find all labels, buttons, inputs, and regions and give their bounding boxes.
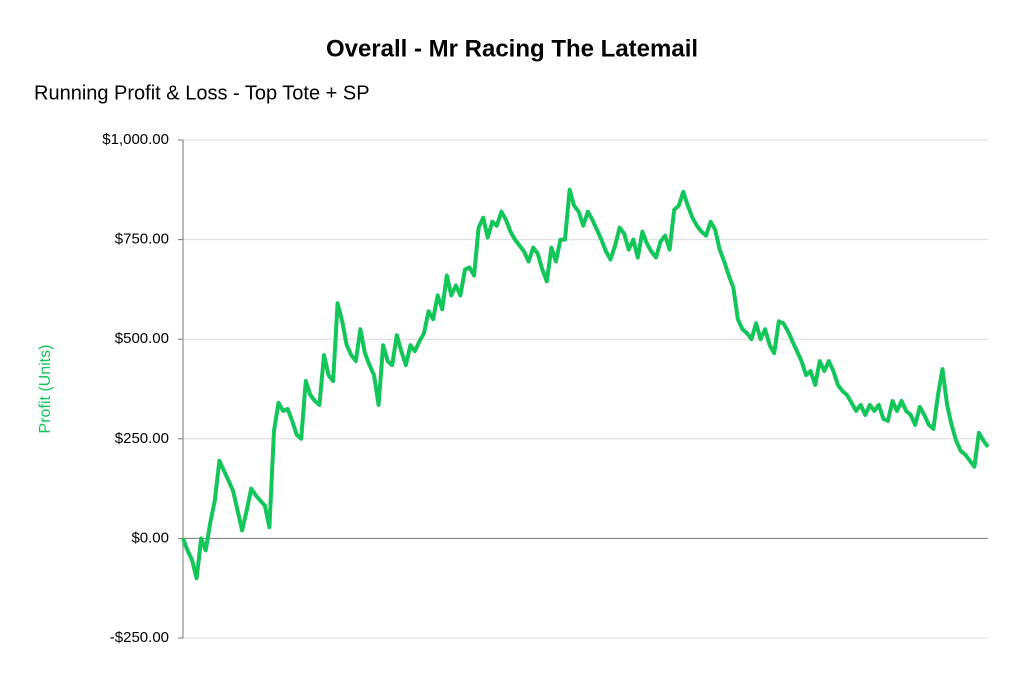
y-tick-label: $1,000.00 <box>102 131 169 148</box>
chart-title: Overall - Mr Racing The Latemail <box>326 35 698 62</box>
y-tick-label: $750.00 <box>115 231 169 248</box>
y-tick-label: $250.00 <box>115 430 169 447</box>
y-tick-label: -$250.00 <box>110 629 169 646</box>
y-tick-label: $500.00 <box>115 330 169 347</box>
chart-subtitle: Running Profit & Loss - Top Tote + SP <box>34 82 370 104</box>
data-line <box>181 187 990 581</box>
y-axis-label: Profit (Units) <box>37 345 54 434</box>
y-tick-label: $0.00 <box>131 529 169 546</box>
